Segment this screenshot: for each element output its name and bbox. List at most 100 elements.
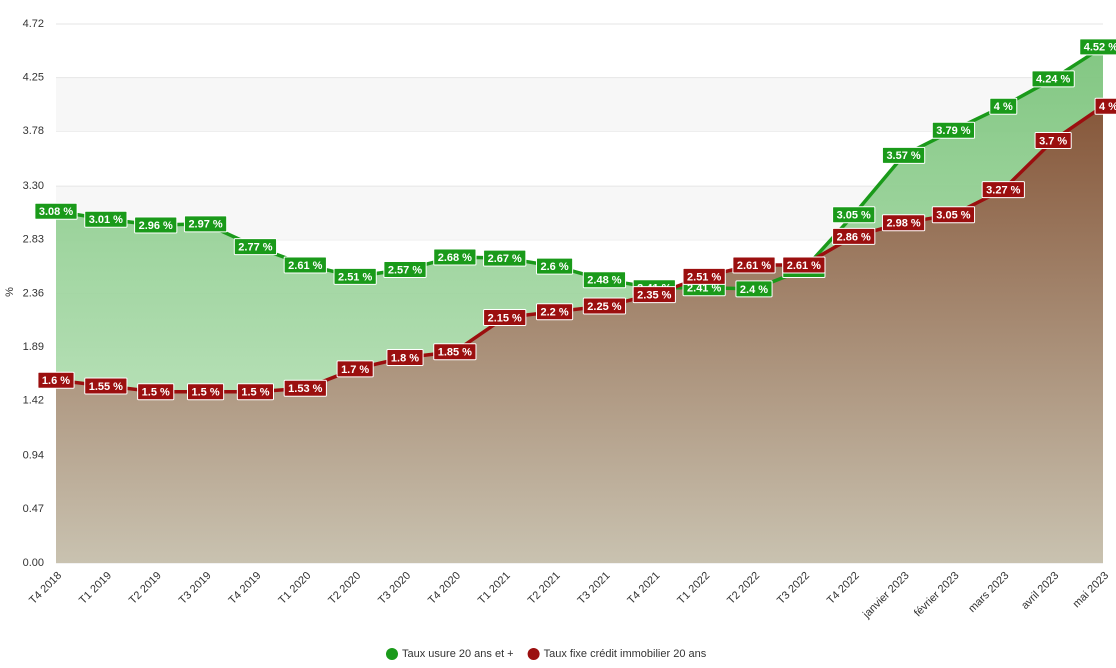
label-text: 1.5 % xyxy=(241,387,269,399)
label-box xyxy=(931,206,976,224)
label-text: 2.25 % xyxy=(587,301,621,313)
data-label: 2.61 % xyxy=(782,256,826,274)
label-text: 2.61 % xyxy=(787,260,821,272)
data-label: 2.97 % xyxy=(183,215,228,233)
x-tick-label: T2 2022 xyxy=(725,570,762,607)
x-tick-label: T4 2022 xyxy=(825,570,862,607)
label-text: 2.97 % xyxy=(188,219,222,231)
label-text: 2.61 % xyxy=(288,260,322,272)
data-label: 2.6 % xyxy=(536,257,574,275)
data-label: 2.4 % xyxy=(735,280,773,298)
data-label: 1.5 % xyxy=(236,383,274,401)
data-label: 4.24 % xyxy=(1031,70,1075,88)
data-label: 1.55 % xyxy=(84,377,128,395)
data-label: 2.77 % xyxy=(233,238,278,256)
x-tick-label: T1 2019 xyxy=(77,570,114,607)
label-box xyxy=(881,214,926,232)
label-box xyxy=(336,360,374,378)
label-box xyxy=(832,227,876,245)
label-text: 1.55 % xyxy=(89,381,123,393)
label-box xyxy=(433,343,477,361)
data-label: 2.25 % xyxy=(582,297,627,315)
label-text: 4.52 % xyxy=(1084,42,1116,54)
label-text: 2.6 % xyxy=(541,261,569,273)
label-box xyxy=(483,249,527,267)
label-text: 2.57 % xyxy=(388,264,422,276)
label-text: 3.57 % xyxy=(886,150,920,162)
label-text: 2.98 % xyxy=(886,218,920,230)
y-tick-label: 3.30 xyxy=(23,180,44,192)
data-label: 3.57 % xyxy=(881,146,926,164)
x-tick-label: T4 2019 xyxy=(227,570,264,607)
data-label: 3.27 % xyxy=(981,181,1025,199)
legend-label: Taux fixe crédit immobilier 20 ans xyxy=(544,648,707,660)
data-label: 3.08 % xyxy=(34,202,78,220)
label-text: 4.24 % xyxy=(1036,74,1070,86)
label-text: 4 % xyxy=(994,101,1013,113)
y-tick-label: 1.89 xyxy=(23,341,44,353)
y-axis-title: % xyxy=(4,287,16,297)
legend-item[interactable]: Taux usure 20 ans et + xyxy=(386,648,514,660)
data-label: 1.53 % xyxy=(283,379,327,397)
label-text: 1.5 % xyxy=(142,387,170,399)
x-tick-label: février 2023 xyxy=(912,570,962,620)
data-label: 3.01 % xyxy=(84,210,128,228)
label-box xyxy=(383,261,427,279)
label-text: 2.86 % xyxy=(837,231,871,243)
x-tick-label: T2 2019 xyxy=(127,570,164,607)
label-box xyxy=(183,215,228,233)
label-box xyxy=(37,371,75,389)
label-text: 3.27 % xyxy=(986,184,1020,196)
x-tick-label: T3 2019 xyxy=(177,570,214,607)
label-text: 2.61 % xyxy=(737,260,771,272)
x-tick-label: T2 2021 xyxy=(526,570,563,607)
label-box xyxy=(283,256,327,274)
label-box xyxy=(1031,70,1075,88)
data-label: 2.68 % xyxy=(433,248,477,266)
label-text: 2.77 % xyxy=(238,242,272,254)
label-text: 2.51 % xyxy=(687,271,721,283)
legend-marker xyxy=(527,648,540,660)
label-box xyxy=(582,297,627,315)
data-label: 2.51 % xyxy=(333,267,377,285)
label-text: 2.96 % xyxy=(139,220,173,232)
label-box xyxy=(333,267,377,285)
label-text: 2.35 % xyxy=(637,290,671,302)
label-box xyxy=(582,271,627,289)
label-text: 2.41 % xyxy=(687,283,721,295)
x-tick-label: mars 2023 xyxy=(966,570,1011,615)
label-text: 2.51 % xyxy=(338,271,372,283)
x-tick-label: T2 2020 xyxy=(326,570,363,607)
grid-band xyxy=(56,77,1103,132)
y-tick-label: 4.25 xyxy=(23,72,44,84)
label-box xyxy=(34,202,78,220)
label-text: 3.79 % xyxy=(936,125,970,137)
label-box xyxy=(134,216,178,234)
y-tick-label: 0.47 xyxy=(23,503,44,515)
x-tick-label: T1 2021 xyxy=(476,570,513,607)
y-tick-label: 2.36 xyxy=(23,287,44,299)
label-box xyxy=(536,257,574,275)
data-label: 2.98 % xyxy=(881,214,926,232)
data-label: 2.48 % xyxy=(582,271,627,289)
data-label: 3.79 % xyxy=(931,121,976,139)
label-text: 4 % xyxy=(1099,101,1116,113)
label-box xyxy=(236,383,274,401)
legend-label: Taux usure 20 ans et + xyxy=(402,648,514,660)
data-label: 2.51 % xyxy=(682,267,726,285)
line xyxy=(55,104,1104,394)
label-text: 1.7 % xyxy=(341,364,369,376)
legend-item[interactable]: Taux fixe crédit immobilier 20 ans xyxy=(527,648,707,660)
y-tick-label: 0.94 xyxy=(23,450,44,462)
label-box xyxy=(735,280,773,298)
label-box xyxy=(137,383,175,401)
data-label: 2.15 % xyxy=(483,308,527,326)
data-label: 1.8 % xyxy=(386,348,424,366)
data-label: 3.05 % xyxy=(832,206,876,224)
area xyxy=(56,106,1103,563)
label-text: 3.08 % xyxy=(39,206,73,218)
x-tick-label: T4 2021 xyxy=(625,570,662,607)
label-text: 2.15 % xyxy=(488,312,522,324)
label-box xyxy=(536,303,574,321)
data-label: 2.67 % xyxy=(483,249,527,267)
